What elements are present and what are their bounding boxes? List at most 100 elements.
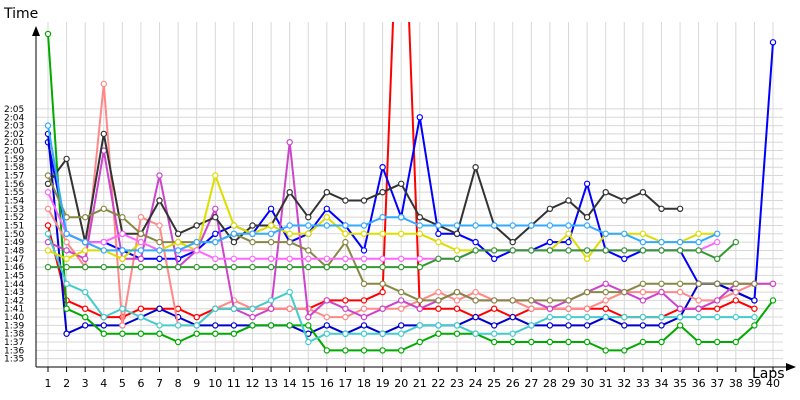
x-tick-label: 23	[450, 377, 464, 390]
data-point	[472, 247, 479, 254]
data-point	[416, 263, 423, 271]
data-point	[286, 238, 293, 246]
data-point	[602, 347, 609, 354]
data-point	[398, 230, 405, 237]
series-13	[44, 238, 740, 271]
data-point	[658, 313, 665, 321]
data-point	[621, 230, 628, 237]
data-point	[565, 313, 572, 321]
x-tick-label: 36	[692, 377, 706, 390]
data-point	[491, 322, 498, 329]
data-point	[267, 305, 275, 312]
data-point	[267, 263, 275, 271]
y-tick-label: 1:46	[4, 263, 24, 273]
data-point	[528, 322, 535, 329]
data-point	[267, 297, 275, 304]
data-point	[416, 230, 423, 237]
data-point	[63, 280, 70, 287]
data-point	[379, 255, 386, 262]
data-point	[212, 322, 219, 329]
data-point	[342, 230, 349, 237]
data-point	[546, 338, 554, 346]
y-tick-label: 1:48	[4, 246, 24, 256]
data-point	[212, 238, 219, 246]
data-point	[44, 30, 52, 38]
data-point	[602, 280, 609, 287]
data-point	[769, 39, 777, 46]
y-tick-label: 1:57	[4, 172, 24, 182]
data-point	[63, 238, 70, 246]
data-point	[230, 305, 238, 312]
data-point	[100, 313, 108, 321]
data-point	[732, 238, 740, 246]
data-point	[156, 330, 163, 337]
data-point	[453, 322, 461, 329]
data-point	[44, 247, 52, 254]
data-point	[695, 280, 702, 287]
data-point	[100, 80, 108, 88]
data-point	[360, 322, 368, 329]
data-point	[416, 338, 423, 346]
data-point	[212, 230, 219, 237]
data-point	[156, 322, 163, 329]
data-point	[695, 230, 702, 237]
data-point	[286, 188, 293, 196]
data-point	[751, 280, 758, 287]
data-point	[546, 322, 554, 329]
data-point	[379, 280, 386, 287]
data-point	[342, 238, 349, 246]
data-point	[63, 305, 70, 312]
data-point	[379, 230, 386, 237]
x-tick-label: 11	[227, 377, 241, 390]
data-point	[732, 280, 740, 287]
data-point	[137, 330, 145, 337]
data-point	[156, 247, 163, 254]
data-point	[286, 138, 293, 146]
data-point	[100, 238, 108, 246]
data-point	[416, 305, 423, 312]
data-point	[379, 330, 386, 337]
x-tick-label: 40	[766, 377, 780, 390]
data-point	[565, 322, 572, 329]
data-point	[137, 263, 145, 271]
data-point	[639, 288, 647, 296]
y-tick-label: 1:53	[4, 205, 24, 215]
data-point	[119, 247, 126, 254]
data-point	[230, 330, 238, 337]
x-tick-label: 1	[45, 377, 52, 390]
data-point	[472, 297, 479, 304]
data-point	[602, 297, 609, 304]
x-tick-label: 9	[193, 377, 200, 390]
data-point	[81, 322, 89, 329]
data-point	[81, 263, 89, 271]
data-point	[491, 255, 498, 262]
data-point	[472, 313, 479, 321]
data-point	[212, 205, 219, 212]
data-point	[44, 205, 52, 212]
data-point	[323, 313, 330, 321]
data-point	[119, 230, 126, 237]
data-point	[137, 305, 145, 312]
data-point	[119, 213, 126, 221]
data-point	[453, 222, 461, 229]
data-point	[695, 313, 702, 321]
data-point	[137, 313, 145, 321]
data-point	[323, 322, 330, 329]
x-axis-title: Laps	[752, 366, 785, 382]
data-point	[323, 213, 330, 221]
data-point	[360, 197, 368, 204]
data-point	[732, 297, 740, 304]
data-point	[119, 322, 126, 329]
data-point	[714, 255, 721, 262]
data-point	[360, 313, 368, 321]
data-point	[621, 247, 628, 254]
data-point	[323, 222, 330, 229]
data-point	[230, 263, 238, 271]
data-point	[453, 230, 461, 237]
x-tick-label: 20	[394, 377, 408, 390]
data-point	[546, 205, 554, 212]
data-point	[323, 347, 330, 354]
data-point	[63, 330, 70, 337]
data-point	[360, 263, 368, 271]
data-point	[119, 263, 126, 271]
